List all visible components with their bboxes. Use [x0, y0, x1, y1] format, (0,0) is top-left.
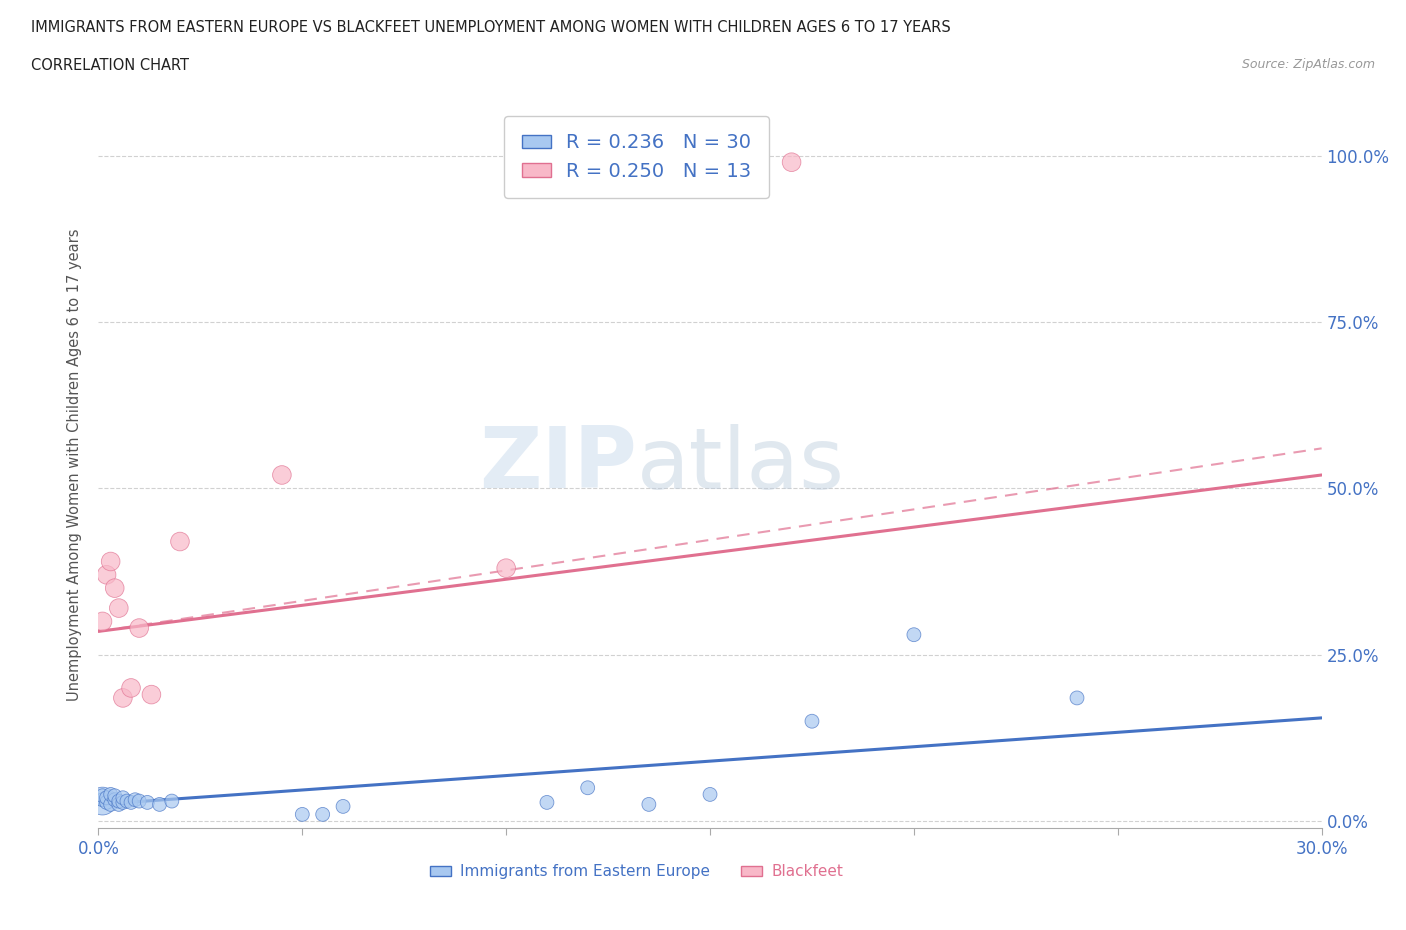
Point: [111, 795, 134, 810]
Point: [96, 790, 118, 805]
Point: [149, 797, 172, 812]
Point: [100, 554, 122, 569]
Point: [91, 614, 114, 629]
Point: [903, 627, 925, 642]
Point: [136, 795, 159, 810]
Point: [332, 799, 354, 814]
Point: [312, 807, 335, 822]
Point: [1066, 690, 1088, 705]
Point: [780, 154, 803, 169]
Point: [120, 795, 142, 810]
Point: [104, 789, 127, 804]
Point: [104, 792, 127, 807]
Point: [801, 714, 824, 729]
Text: ZIP: ZIP: [479, 423, 637, 507]
Text: IMMIGRANTS FROM EASTERN EUROPE VS BLACKFEET UNEMPLOYMENT AMONG WOMEN WITH CHILDR: IMMIGRANTS FROM EASTERN EUROPE VS BLACKF…: [31, 20, 950, 35]
Point: [100, 797, 122, 812]
Text: CORRELATION CHART: CORRELATION CHART: [31, 58, 188, 73]
Point: [637, 797, 661, 812]
Point: [124, 792, 146, 807]
Point: [91, 792, 114, 807]
Point: [100, 787, 122, 802]
Text: Source: ZipAtlas.com: Source: ZipAtlas.com: [1241, 58, 1375, 71]
Point: [120, 681, 142, 696]
Point: [111, 790, 134, 805]
Point: [270, 468, 294, 483]
Point: [536, 795, 558, 810]
Legend: Immigrants from Eastern Europe, Blackfeet: Immigrants from Eastern Europe, Blackfee…: [423, 858, 849, 885]
Text: atlas: atlas: [637, 423, 845, 507]
Point: [169, 534, 191, 549]
Point: [115, 793, 138, 808]
Point: [128, 793, 150, 808]
Point: [495, 561, 517, 576]
Point: [91, 793, 114, 808]
Point: [96, 567, 118, 582]
Point: [160, 793, 183, 808]
Point: [576, 780, 599, 795]
Point: [104, 580, 127, 595]
Point: [108, 797, 131, 812]
Point: [699, 787, 721, 802]
Point: [111, 690, 134, 705]
Point: [291, 807, 314, 822]
Point: [96, 795, 118, 810]
Point: [108, 601, 131, 616]
Point: [91, 789, 114, 804]
Point: [141, 687, 163, 702]
Point: [108, 793, 131, 808]
Y-axis label: Unemployment Among Women with Children Ages 6 to 17 years: Unemployment Among Women with Children A…: [67, 229, 83, 701]
Point: [128, 620, 150, 635]
